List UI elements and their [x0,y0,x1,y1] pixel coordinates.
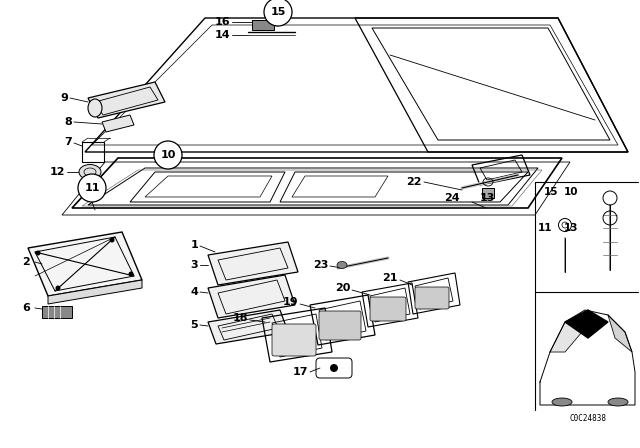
Ellipse shape [552,398,572,406]
FancyBboxPatch shape [415,287,449,309]
Polygon shape [88,82,165,118]
Text: 11: 11 [84,183,100,193]
Bar [42,306,72,318]
Text: 13: 13 [563,223,578,233]
Text: 17: 17 [292,367,308,377]
Text: 18: 18 [232,313,248,323]
Circle shape [154,141,182,169]
Polygon shape [48,280,142,304]
Bar [252,20,274,30]
Text: 23: 23 [312,260,328,270]
Ellipse shape [79,164,101,180]
Text: 24: 24 [444,193,460,203]
Text: 19: 19 [282,297,298,307]
Text: 10: 10 [160,150,176,160]
Text: 12: 12 [49,167,65,177]
Polygon shape [565,310,608,338]
Text: 10: 10 [563,187,578,197]
Text: 2: 2 [22,257,29,267]
Circle shape [56,285,61,290]
Text: 4: 4 [190,287,198,297]
FancyBboxPatch shape [272,324,316,356]
Text: 15: 15 [270,7,285,17]
Polygon shape [550,322,582,352]
Bar [82,142,104,162]
Polygon shape [28,232,142,296]
Text: 20: 20 [335,283,350,293]
Polygon shape [102,115,134,132]
Text: 22: 22 [406,177,422,187]
Circle shape [330,364,338,372]
Ellipse shape [337,262,347,268]
Circle shape [78,174,106,202]
Circle shape [264,0,292,26]
Text: 21: 21 [383,273,398,283]
Text: 3: 3 [190,260,198,270]
Ellipse shape [608,398,628,406]
Text: 14: 14 [214,30,230,40]
Bar [482,188,494,198]
FancyBboxPatch shape [319,311,361,340]
Text: 11: 11 [538,223,552,233]
Text: C0C24838: C0C24838 [570,414,607,422]
Text: 13: 13 [480,193,495,203]
Text: 7: 7 [64,137,72,147]
Text: 8: 8 [64,117,72,127]
Polygon shape [208,275,295,318]
Text: 5: 5 [190,320,198,330]
Text: 1: 1 [190,240,198,250]
Polygon shape [208,242,298,285]
Polygon shape [608,315,632,352]
Ellipse shape [88,99,102,117]
Text: 15: 15 [543,187,558,197]
FancyBboxPatch shape [370,297,406,321]
Text: 16: 16 [214,17,230,27]
Text: 9: 9 [60,93,68,103]
Circle shape [129,271,134,276]
Circle shape [35,250,40,255]
Circle shape [109,237,115,242]
Text: 6: 6 [22,303,30,313]
Polygon shape [208,310,288,344]
